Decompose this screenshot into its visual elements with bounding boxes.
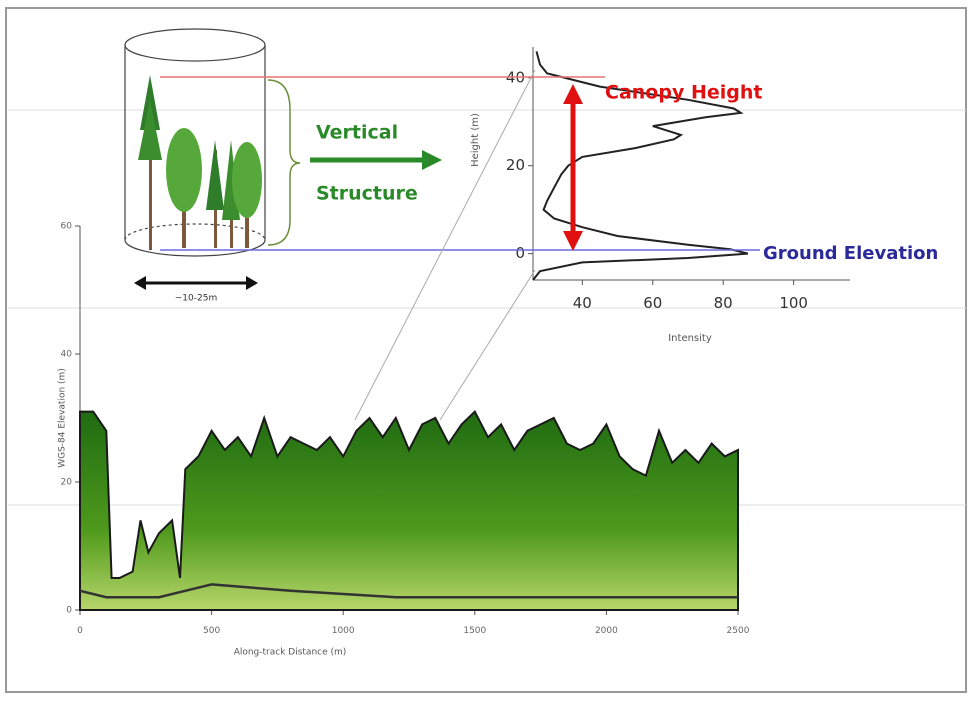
- annotation: Structure: [316, 183, 418, 205]
- line: [532, 51, 749, 281]
- x-tick-label: 100: [779, 294, 808, 312]
- y-tick-label: 20: [506, 156, 525, 174]
- y-tick-label: 0: [515, 244, 525, 262]
- x-tick-label: 40: [573, 294, 592, 312]
- annotation: Canopy Height: [605, 82, 762, 104]
- x-tick-label: 0: [77, 626, 83, 636]
- x-tick-label: 2500: [727, 626, 750, 636]
- y-axis-label: Height (m): [470, 113, 481, 167]
- x-tick-label: 2000: [595, 626, 618, 636]
- x-tick-label: 80: [714, 294, 733, 312]
- structure-arrow-head: [422, 150, 442, 170]
- y-tick-label: 40: [61, 350, 73, 360]
- zoom-lines: [354, 69, 536, 421]
- y-tick-label: 0: [66, 606, 72, 616]
- area: [79, 409, 739, 611]
- arrow-head: [563, 231, 583, 251]
- x-tick-label: 1500: [463, 626, 486, 636]
- x-axis-label: Intensity: [668, 333, 712, 344]
- x-tick-label: 60: [643, 294, 662, 312]
- annotation: Ground Elevation: [763, 243, 938, 264]
- annotation: Vertical: [316, 122, 398, 144]
- annotation: ~10-25m: [175, 294, 217, 304]
- arrow-head: [563, 84, 583, 104]
- x-tick-label: 500: [203, 626, 220, 636]
- x-tick-label: 1000: [332, 626, 355, 636]
- y-axis-label: WGS-84 Elevation (m): [58, 368, 68, 468]
- y-tick-label: 20: [61, 478, 73, 488]
- y-tick-label: 60: [61, 222, 73, 232]
- x-axis-label: Along-track Distance (m): [234, 648, 347, 658]
- line: [79, 583, 738, 599]
